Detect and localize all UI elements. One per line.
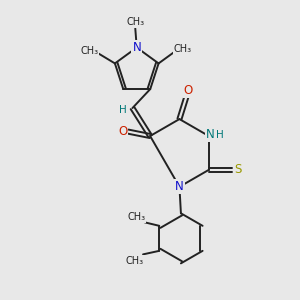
Text: H: H — [216, 130, 224, 140]
Text: N: N — [132, 41, 141, 54]
Text: O: O — [118, 125, 128, 138]
Text: N: N — [206, 128, 214, 141]
Text: CH₃: CH₃ — [80, 46, 99, 56]
Text: N: N — [175, 180, 184, 193]
Text: CH₃: CH₃ — [126, 17, 144, 27]
Text: S: S — [235, 164, 242, 176]
Text: H: H — [119, 104, 127, 115]
Text: CH₃: CH₃ — [174, 44, 192, 54]
Text: CH₃: CH₃ — [126, 256, 144, 266]
Text: O: O — [184, 84, 193, 97]
Text: CH₃: CH₃ — [127, 212, 145, 222]
